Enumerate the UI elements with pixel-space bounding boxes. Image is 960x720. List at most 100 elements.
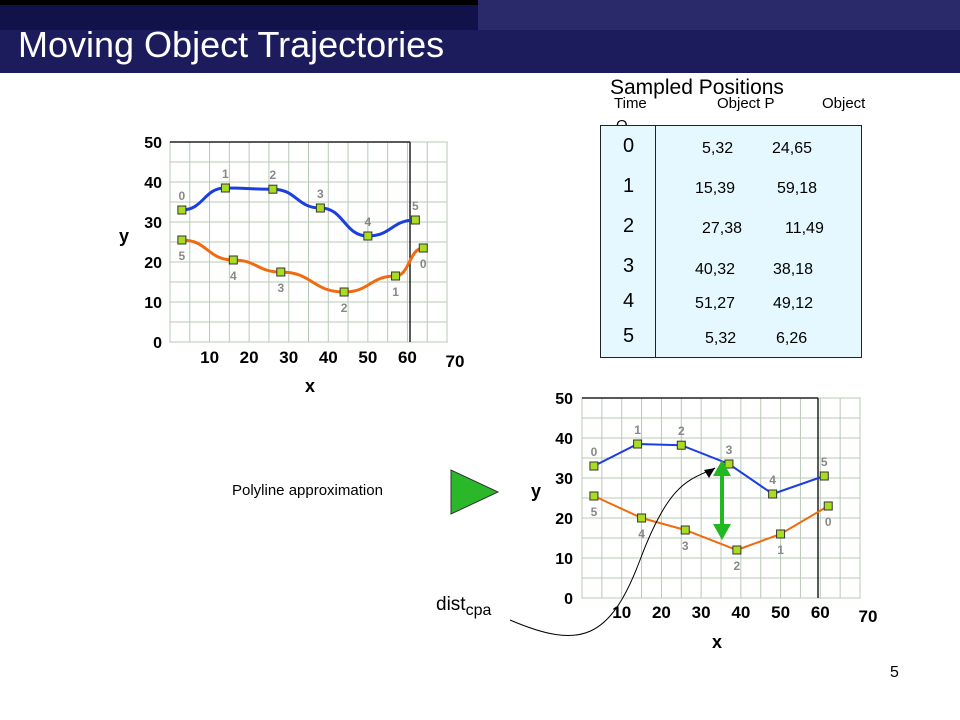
y-tick-label: 40 (555, 431, 573, 448)
p-cell: 15,39 (695, 180, 736, 197)
data-point-label: 5 (591, 505, 598, 519)
y-tick-label: 10 (144, 295, 162, 312)
q-cell: 11,49 (785, 220, 824, 237)
data-point-marker (637, 513, 647, 523)
slide-title: Moving Object Trajectories (18, 24, 445, 65)
x-tick-label: 20 (652, 603, 671, 622)
x-tick-label: 50 (358, 348, 377, 367)
data-point-marker (768, 489, 778, 499)
data-point-marker (228, 255, 238, 265)
y-tick-label: 50 (144, 135, 162, 152)
data-point-label: 3 (726, 443, 733, 457)
y-tick-label: 30 (555, 471, 573, 488)
col-q-header: Object (822, 95, 866, 112)
x-tick-label: 30 (279, 348, 298, 367)
data-point-marker (680, 525, 690, 535)
y-tick-label: 40 (144, 175, 162, 192)
y-tick-label: 10 (555, 551, 573, 568)
table-panel (600, 125, 862, 358)
data-point-marker (724, 459, 734, 469)
data-point-label: 5 (412, 199, 419, 213)
data-point-marker (676, 440, 686, 450)
col-time-header: Time (614, 95, 647, 112)
x-tick-label: 70 (446, 352, 465, 371)
data-point-marker (315, 203, 325, 213)
data-point-label: 5 (179, 249, 186, 263)
time-cell: 2 (623, 215, 635, 237)
data-point-marker (776, 529, 786, 539)
data-point-label: 1 (777, 543, 784, 557)
dist-label: distcpa (436, 594, 491, 620)
data-point-label: 3 (317, 187, 324, 201)
q-cell: 38,18 (773, 261, 814, 278)
data-point-marker (633, 439, 643, 449)
dist-text: dist (436, 594, 466, 615)
data-point-label: 2 (341, 301, 348, 315)
x-tick-label: 70 (859, 607, 878, 626)
y-tick-label: 50 (555, 391, 573, 408)
y-axis-label: y (119, 226, 129, 246)
data-point-label: 1 (392, 285, 399, 299)
data-point-marker (410, 215, 420, 225)
data-point-marker (823, 501, 833, 511)
data-point-label: 5 (821, 455, 828, 469)
series-line (593, 442, 825, 496)
data-point-marker (220, 183, 230, 193)
data-point-marker (589, 491, 599, 501)
data-point-label: 4 (230, 269, 237, 283)
table-divider (655, 125, 656, 357)
data-point-label: 2 (734, 559, 741, 573)
data-point-marker (268, 184, 278, 194)
x-tick-label: 60 (398, 348, 417, 367)
data-point-label: 4 (769, 473, 776, 487)
header-black-strip (0, 0, 478, 5)
p-cell: 40,32 (695, 261, 736, 278)
data-point-marker (177, 235, 187, 245)
p-cell: 51,27 (695, 295, 736, 312)
data-point-label: 4 (638, 527, 645, 541)
data-point-marker (418, 243, 428, 253)
x-tick-label: 10 (612, 603, 631, 622)
table-title: Sampled Positions (610, 76, 784, 99)
x-tick-label: 50 (771, 603, 790, 622)
time-cell: 1 (623, 175, 635, 197)
y-tick-label: 0 (153, 335, 162, 352)
time-cell: 3 (623, 255, 635, 277)
x-tick-label: 10 (200, 348, 219, 367)
x-tick-label: 40 (731, 603, 750, 622)
data-point-marker (732, 545, 742, 555)
data-point-label: 0 (591, 445, 598, 459)
data-point-label: 0 (825, 515, 832, 529)
y-tick-label: 20 (555, 511, 573, 528)
x-tick-label: 40 (319, 348, 338, 367)
time-cell: 0 (623, 135, 635, 157)
data-point-marker (589, 461, 599, 471)
q-cell: 49,12 (773, 295, 814, 312)
data-point-marker (276, 267, 286, 277)
data-point-label: 1 (634, 423, 641, 437)
q-cell: 6,26 (776, 330, 808, 347)
q-cell: 24,65 (772, 140, 813, 157)
time-cell: 5 (623, 325, 635, 347)
y-tick-label: 30 (144, 215, 162, 232)
data-point-label: 4 (365, 215, 372, 229)
polyline-approximation-label: Polyline approximation (232, 482, 383, 499)
data-point-label: 2 (270, 168, 277, 182)
data-point-marker (363, 231, 373, 241)
dist-subscript: cpa (465, 601, 492, 619)
data-point-label: 1 (222, 167, 229, 181)
y-tick-label: 0 (564, 591, 573, 608)
p-cell: 27,38 (702, 220, 743, 237)
data-point-label: 2 (678, 424, 685, 438)
x-tick-label: 20 (240, 348, 259, 367)
col-p-header: Object P (717, 95, 775, 112)
header-right-block (478, 0, 960, 30)
page-number: 5 (890, 664, 899, 681)
p-cell: 5,32 (702, 140, 734, 157)
x-tick-label: 60 (811, 603, 830, 622)
data-point-marker (177, 205, 187, 215)
data-point-marker (339, 287, 349, 297)
x-axis-label: x (712, 632, 722, 652)
header-band-top (0, 5, 478, 30)
data-point-label: 0 (179, 189, 186, 203)
